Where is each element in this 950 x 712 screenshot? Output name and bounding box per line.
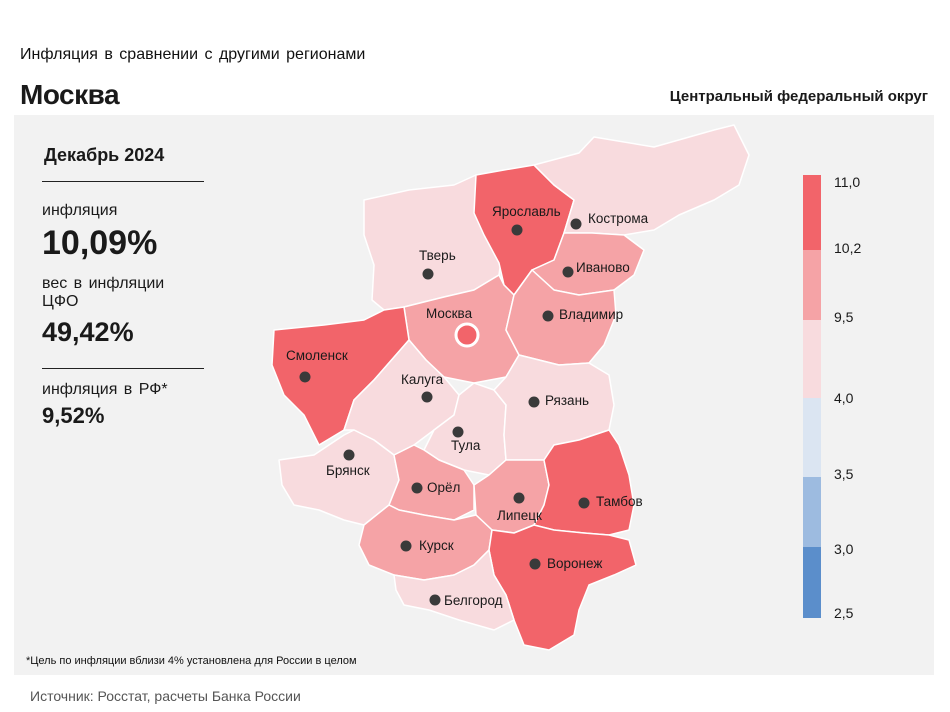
region-label: Курск bbox=[419, 538, 454, 553]
city-dot bbox=[422, 268, 434, 280]
city-dot bbox=[562, 266, 574, 278]
legend-tick-label: 4,0 bbox=[834, 390, 854, 406]
city-dot bbox=[528, 396, 540, 408]
region-label: Кострома bbox=[588, 211, 649, 226]
city-dot bbox=[452, 426, 464, 438]
period-label: Декабрь 2024 bbox=[44, 145, 165, 165]
region-label: Иваново bbox=[576, 260, 630, 275]
region-label: Белгород bbox=[444, 593, 503, 608]
region-label: Москва bbox=[426, 306, 473, 321]
district-title: Центральный федеральный округ bbox=[669, 88, 928, 105]
weight-label: вес в инфляции ЦФО bbox=[42, 275, 165, 310]
region-label: Калуга bbox=[401, 372, 444, 387]
stats-panel: Декабрь 2024 инфляция 10,09% вес в инфля… bbox=[42, 145, 204, 429]
divider bbox=[42, 181, 204, 182]
region-Воронеж bbox=[488, 524, 637, 651]
region-label: Липецк bbox=[497, 508, 542, 523]
region-label: Тамбов bbox=[596, 494, 643, 509]
city-dot bbox=[578, 497, 590, 509]
region-label: Тверь bbox=[419, 248, 456, 263]
legend-swatch bbox=[803, 175, 821, 250]
legend-tick-label: 10,2 bbox=[834, 240, 861, 256]
city-dot bbox=[299, 371, 311, 383]
rf-inflation-label: инфляция в РФ* bbox=[42, 381, 168, 398]
region-title: Москва bbox=[20, 79, 120, 110]
chart-subtitle: Инфляция в сравнении с другими регионами bbox=[20, 46, 366, 63]
region-label: Тула bbox=[451, 438, 481, 453]
region-Белгород bbox=[393, 549, 515, 631]
legend-swatch bbox=[803, 250, 821, 320]
region-label: Владимир bbox=[559, 307, 623, 322]
region-map: Ярославль Кострома Тверь Иваново Москва Влади… bbox=[271, 124, 861, 651]
region-label: Воронеж bbox=[547, 556, 602, 571]
region-label: Рязань bbox=[545, 393, 589, 408]
legend-swatch bbox=[803, 547, 821, 618]
legend-swatch bbox=[803, 477, 821, 547]
legend: 11,0 10,2 9,5 4,0 3,5 3,0 2,5 bbox=[803, 174, 861, 621]
weight-value: 49,42% bbox=[42, 317, 134, 347]
legend-swatch bbox=[803, 320, 821, 398]
city-dot bbox=[411, 482, 423, 494]
city-dot bbox=[343, 449, 355, 461]
legend-swatch bbox=[803, 398, 821, 477]
region-Кострома bbox=[533, 124, 750, 236]
legend-tick-label: 3,0 bbox=[834, 541, 854, 557]
region-Тамбов bbox=[533, 429, 635, 536]
city-dot bbox=[529, 558, 541, 570]
map-panel: Ярославль Кострома Тверь Иваново Москва Влади… bbox=[14, 115, 934, 675]
legend-tick-label: 11,0 bbox=[834, 174, 860, 190]
city-dot bbox=[542, 310, 554, 322]
city-dot bbox=[400, 540, 412, 552]
city-dot bbox=[421, 391, 433, 403]
moscow-city-marker bbox=[454, 322, 480, 348]
inflation-value: 10,09% bbox=[42, 224, 158, 262]
legend-tick-label: 9,5 bbox=[834, 309, 854, 325]
region-label: Ярославль bbox=[492, 204, 561, 219]
legend-tick-label: 3,5 bbox=[834, 466, 854, 482]
region-label: Смоленск bbox=[286, 348, 348, 363]
legend-tick-label: 2,5 bbox=[834, 605, 854, 621]
city-dot bbox=[570, 218, 582, 230]
region-label: Брянск bbox=[326, 463, 370, 478]
city-dot bbox=[429, 594, 441, 606]
rf-inflation-value: 9,52% bbox=[42, 403, 105, 428]
city-dot bbox=[513, 492, 525, 504]
source-note: Источник: Росстат, расчеты Банка России bbox=[30, 688, 301, 704]
divider bbox=[42, 368, 204, 369]
city-dot bbox=[511, 224, 523, 236]
inflation-label: инфляция bbox=[42, 202, 118, 219]
region-label: Орёл bbox=[427, 480, 460, 495]
footnote: *Цель по инфляции вблизи 4% установлена … bbox=[26, 655, 357, 667]
